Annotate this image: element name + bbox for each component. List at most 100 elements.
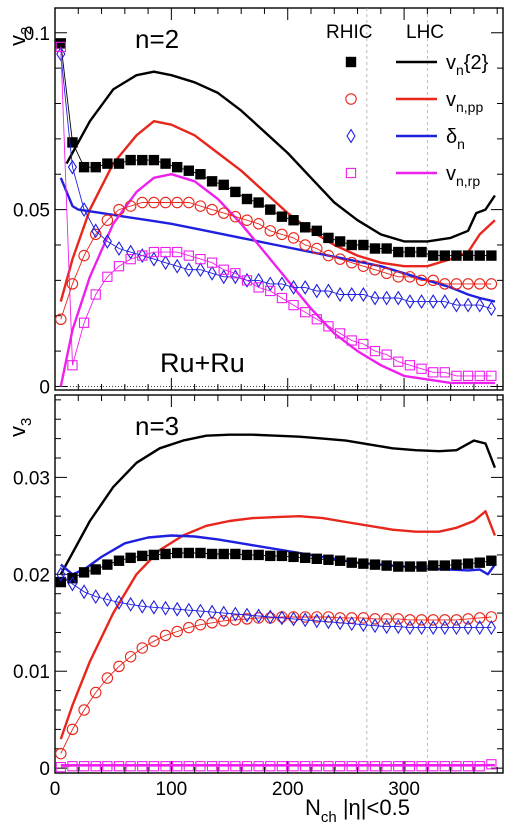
rhic-line-v-n-pp — [60, 616, 492, 754]
rhic-line-v-n-rp — [60, 763, 492, 768]
rhic-point — [265, 285, 276, 297]
rhic-point — [159, 196, 172, 209]
x-tick-label: 200 — [272, 779, 304, 800]
rhic-point — [474, 557, 485, 568]
rhic-point — [125, 253, 136, 265]
rhic-point — [195, 547, 206, 559]
rhic-point — [312, 283, 322, 299]
rhic-point — [172, 246, 183, 258]
rhic-point — [183, 196, 195, 209]
rhic-point — [486, 250, 497, 261]
rhic-point — [451, 297, 462, 313]
rhic-point — [486, 301, 496, 317]
rhic-point — [451, 559, 462, 570]
rhic-point — [485, 278, 498, 290]
rhic-point — [462, 250, 474, 261]
rhic-point — [428, 367, 439, 378]
rhic-point — [90, 761, 101, 772]
rhic-point — [148, 246, 160, 258]
rhic-point — [254, 608, 264, 624]
rhic-point — [241, 549, 253, 561]
rhic-point — [113, 158, 125, 169]
rhic-point — [404, 561, 416, 572]
rhic-point — [474, 370, 485, 382]
rhic-point — [440, 620, 450, 636]
rhic-point — [475, 620, 485, 636]
rhic-point — [206, 203, 218, 216]
rhic-point — [89, 686, 102, 699]
rhic-point — [264, 225, 277, 237]
y-label-base: v — [5, 426, 30, 437]
rhic-point — [462, 278, 474, 290]
panel-n3-label: n=3 — [135, 411, 179, 441]
legend-label-base: v — [446, 52, 456, 74]
rhic-point — [229, 210, 242, 223]
rhic-point — [381, 349, 392, 360]
x-tick-label: 0 — [50, 779, 61, 800]
rhic-point — [102, 592, 112, 607]
panel-n3: 0 100 200 300 0 0.01 0.02 0.03 n=3 v3 — [5, 394, 504, 800]
rhic-point — [416, 620, 427, 636]
rhic-point — [287, 232, 300, 244]
rhic-point — [393, 290, 403, 306]
rhic-point — [242, 272, 252, 288]
rhic-point — [125, 552, 136, 564]
panel-n2-frame — [54, 7, 504, 391]
rhic-point — [241, 761, 253, 772]
rhic-point — [450, 614, 463, 626]
rhic-point — [195, 761, 206, 772]
rhic-point — [91, 223, 101, 239]
rhic-point — [125, 761, 136, 772]
rhic-point — [347, 287, 357, 302]
rhic-point — [334, 761, 346, 772]
rhic-point — [323, 321, 334, 332]
rhic-point — [439, 614, 451, 626]
rhic-point — [183, 547, 195, 559]
rhic-point — [382, 290, 392, 306]
panel-n3-y-axis-label: v3 — [5, 418, 35, 437]
rhic-point — [206, 176, 218, 187]
rhic-point — [241, 613, 253, 625]
rhic-point — [102, 271, 113, 282]
rhic-point — [159, 629, 172, 642]
y-tick-label: 0.02 — [13, 565, 50, 586]
rhic-line-v-n-pp — [60, 202, 492, 320]
rhic-point — [288, 761, 299, 772]
rhic-point — [113, 261, 125, 272]
rhic-point — [276, 550, 288, 562]
rhic-point — [126, 596, 136, 612]
rhic-point — [101, 672, 114, 684]
rhic-point — [148, 761, 160, 772]
rhic-point — [194, 200, 207, 212]
rhic-point — [78, 704, 90, 716]
rhic-point — [311, 761, 322, 772]
rhic-point — [462, 613, 474, 625]
rhic-point — [475, 297, 485, 313]
rhic-point — [184, 602, 194, 618]
rhic-point — [288, 215, 299, 226]
rhic-point — [217, 207, 230, 219]
legend-label-sub: n — [457, 136, 465, 152]
rhic-point — [230, 268, 241, 279]
rhic-point — [486, 370, 497, 382]
rhic-point — [393, 246, 404, 258]
rhic-point — [428, 294, 438, 310]
rhic-point — [265, 276, 275, 292]
rhic-point — [323, 232, 334, 244]
rhic-point — [428, 761, 439, 772]
rhic-point — [78, 317, 90, 328]
x-label-tail: |η|<0.5 — [337, 795, 410, 820]
rhic-point — [380, 267, 393, 280]
rhic-point — [55, 313, 67, 326]
rhic-point — [299, 239, 311, 251]
rhic-point — [56, 566, 66, 582]
rhic-point — [322, 249, 335, 262]
rhic-point — [311, 242, 323, 255]
legend-label-base: δ — [446, 126, 457, 148]
rhic-point — [300, 761, 311, 772]
rhic-point — [67, 159, 78, 175]
rhic-point — [90, 289, 101, 300]
rhic-point — [323, 761, 334, 772]
panel-n2-axes: 0 0.05 0.1 — [13, 8, 503, 398]
